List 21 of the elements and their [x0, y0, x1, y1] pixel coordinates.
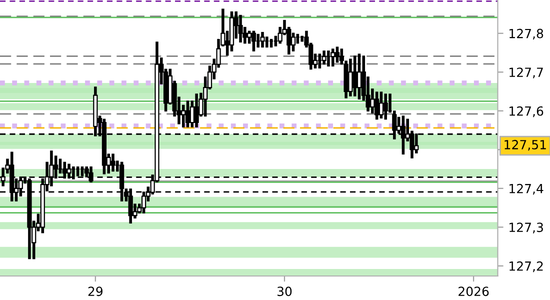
y-tick-label: 127,8	[510, 28, 544, 40]
candlestick	[322, 50, 326, 65]
x-tick-label: 2026	[458, 286, 489, 296]
candlestick	[238, 14, 243, 42]
text: 127,51	[504, 140, 546, 151]
y-tick-label: 127,6	[510, 106, 544, 118]
y-tick-label: 127,7	[510, 68, 543, 78]
candlestick	[110, 154, 116, 172]
candlestick	[251, 30, 256, 52]
x-tick-label: 30	[277, 286, 292, 296]
candlestick	[356, 54, 362, 100]
candlestick	[330, 48, 336, 67]
y-tick-label: 127,3	[510, 222, 543, 234]
y-tick-label: 127,4	[510, 184, 544, 195]
candlestick	[185, 100, 190, 128]
candlestick	[334, 46, 340, 63]
y-tick-label: 127,2	[510, 261, 543, 272]
candlestick	[260, 32, 265, 48]
x-tick-label: 29	[88, 286, 102, 296]
candlestick	[383, 94, 388, 120]
candlestick	[378, 92, 384, 118]
